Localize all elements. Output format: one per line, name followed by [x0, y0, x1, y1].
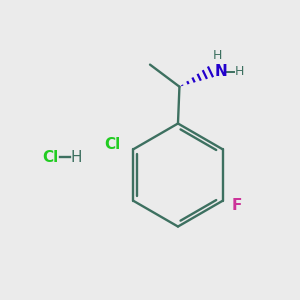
Text: H: H [212, 49, 222, 62]
Text: H: H [70, 150, 82, 165]
Text: Cl: Cl [43, 150, 59, 165]
Text: N: N [215, 64, 227, 80]
Text: Cl: Cl [104, 137, 120, 152]
Text: F: F [231, 198, 242, 213]
Text: H: H [235, 65, 244, 79]
